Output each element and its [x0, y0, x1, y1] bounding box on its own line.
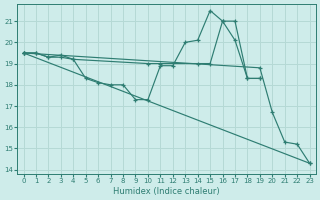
X-axis label: Humidex (Indice chaleur): Humidex (Indice chaleur): [113, 187, 220, 196]
